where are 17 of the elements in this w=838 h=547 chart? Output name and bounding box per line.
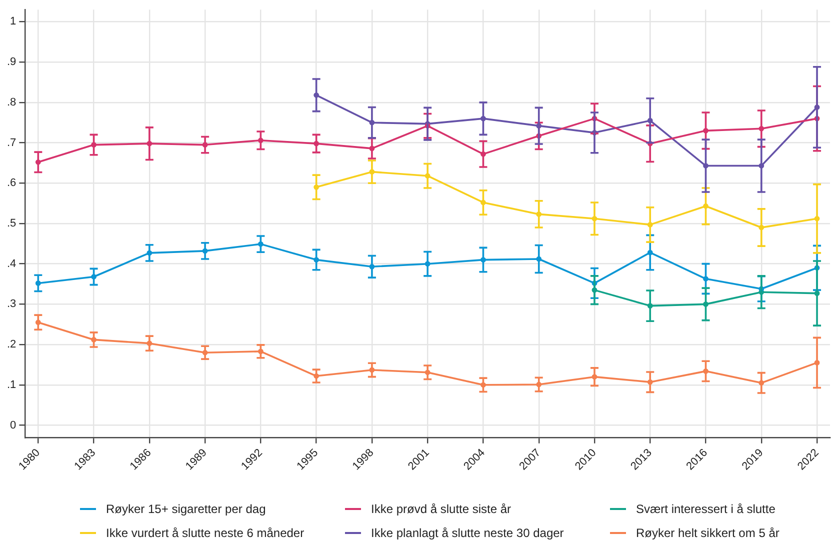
y-tick-label: .4: [6, 258, 16, 270]
legend-label: Ikke vurdert å slutte neste 6 måneder: [106, 526, 304, 540]
y-tick-label: 0: [10, 419, 16, 432]
legend-label: Røyker helt sikkert om 5 år: [636, 526, 780, 540]
y-tick-label: .5: [6, 218, 16, 230]
legend-label: Svært interessert i å slutte: [636, 502, 776, 516]
y-tick-label: .7: [6, 136, 16, 149]
y-tick-label: .1: [6, 378, 16, 391]
y-tick-label: .3: [6, 298, 16, 310]
legend-label: Ikke planlagt å slutte neste 30 dager: [371, 526, 564, 540]
y-tick-label: .9: [6, 56, 16, 68]
legend-label: Røyker 15+ sigaretter per dag: [106, 502, 266, 516]
y-tick-label: 1: [10, 16, 16, 28]
y-tick-label: .6: [6, 177, 16, 190]
y-tick-label: .2: [6, 338, 16, 351]
y-tick-label: .8: [6, 96, 16, 108]
legend-label: Ikke prøvd å slutte siste år: [371, 502, 512, 516]
